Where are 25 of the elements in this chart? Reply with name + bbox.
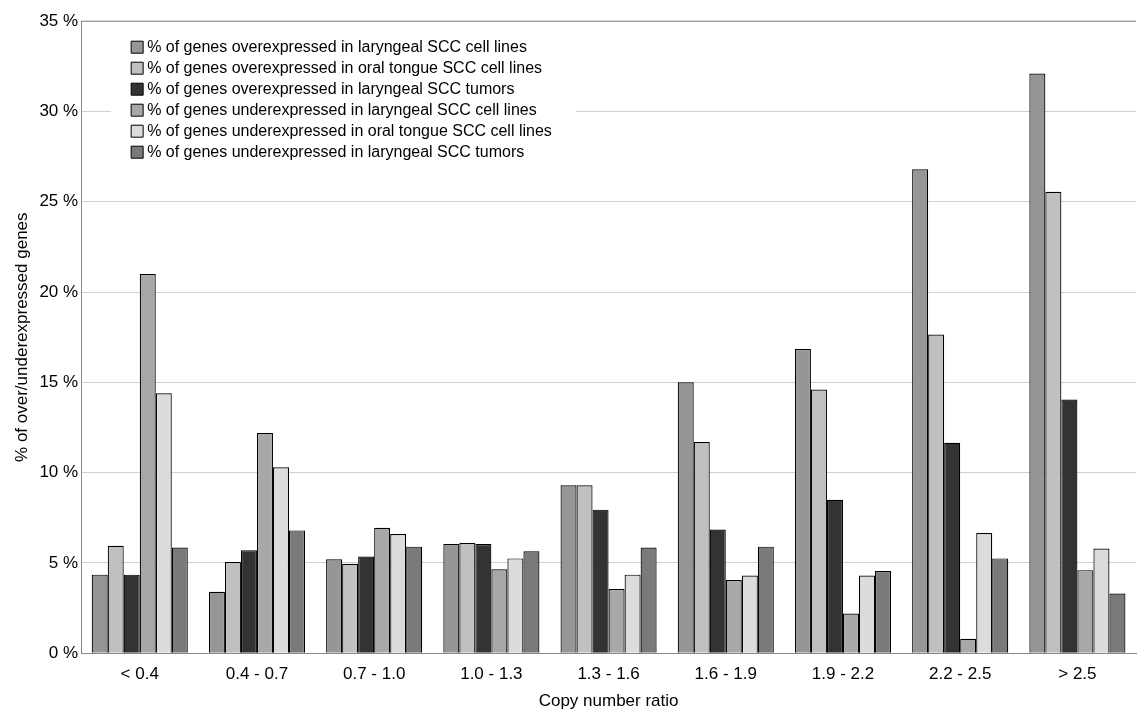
- x-tick-label: 0.4 - 0.7: [225, 664, 289, 684]
- y-tick-label: 0 %: [48, 642, 79, 662]
- y-tick-label: 10 %: [39, 462, 79, 482]
- x-tick-label: 1.9 - 2.2: [811, 664, 875, 684]
- y-tick-label: 5 %: [48, 552, 79, 572]
- x-tick-label: 2.2 - 2.5: [929, 664, 992, 684]
- legend-label: % of genes overexpressed in laryngeal SCC cell lines: [147, 37, 527, 55]
- legend-label: % of genes overexpressed in laryngeal SCC tumors: [147, 79, 515, 97]
- x-axis-title: Copy number ratio: [538, 691, 679, 711]
- y-tick-label: 25 %: [39, 191, 79, 211]
- x-tick-label: 1.3 - 1.6: [577, 664, 640, 684]
- x-tick-label: > 2.5: [1058, 664, 1097, 684]
- x-tick-label: 0.7 - 1.0: [342, 664, 406, 684]
- y-tick-label: 20 %: [39, 281, 79, 301]
- legend-label: % of genes underexpressed in laryngeal SCC cell lines: [147, 100, 537, 118]
- x-tick-label: 1.6 - 1.9: [694, 664, 757, 684]
- y-tick-label: 30 %: [39, 101, 79, 121]
- legend-label: % of genes underexpressed in laryngeal SCC tumors: [147, 142, 525, 160]
- y-tick-label: 35 %: [39, 10, 79, 30]
- y-tick-label: 15 %: [39, 372, 79, 392]
- y-axis-title: % of over/underexpressed genes: [11, 212, 31, 462]
- legend-label: % of genes overexpressed in oral tongue SCC cell lines: [147, 58, 543, 76]
- legend-label: % of genes underexpressed in oral tongue SCC cell lines: [147, 121, 552, 139]
- x-tick-label: 1.0 - 1.3: [460, 664, 523, 684]
- x-tick-label: < 0.4: [120, 664, 159, 684]
